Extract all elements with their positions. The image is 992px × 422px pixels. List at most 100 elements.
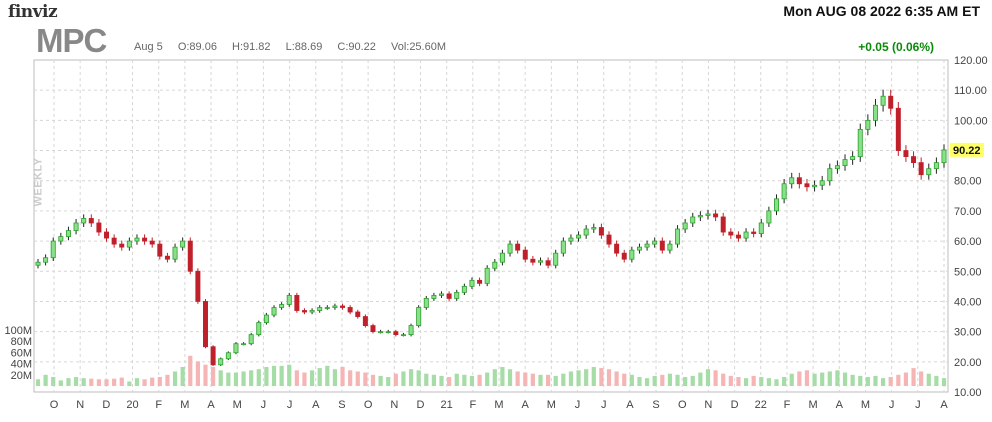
time-tick-label: A	[312, 399, 320, 411]
candle-body	[819, 180, 825, 186]
volume-bar	[165, 374, 170, 386]
volume-bar	[812, 373, 817, 386]
candle-body	[743, 231, 749, 239]
low-value: L:88.69	[285, 41, 323, 53]
candle-body	[522, 249, 528, 260]
volume-bar	[683, 377, 688, 386]
volume-bar	[43, 374, 48, 386]
candle-body	[667, 243, 673, 251]
time-tick-label: A	[626, 399, 634, 411]
candle-body	[766, 210, 772, 224]
candle-body	[279, 304, 285, 308]
candle-body	[606, 234, 612, 245]
volume-bar	[119, 377, 124, 386]
price-tick-label: 80.00	[954, 176, 982, 188]
candle-body	[888, 95, 894, 109]
candle-body	[530, 258, 536, 263]
price-tick-label: 40.00	[954, 296, 982, 308]
candle-body	[713, 213, 719, 218]
volume-bar	[576, 370, 581, 386]
candle-body	[636, 246, 642, 251]
time-tick-label: O	[50, 399, 59, 411]
last-price-marker	[950, 142, 984, 157]
volume-bar	[302, 372, 307, 386]
volume-bar	[134, 378, 140, 386]
time-tick-label: O	[364, 399, 373, 411]
candle-body	[553, 252, 559, 266]
volume-bar	[797, 371, 802, 386]
volume-bar	[226, 372, 231, 386]
candle-body	[378, 331, 384, 334]
candle-body	[119, 243, 125, 248]
volume-bar	[827, 371, 832, 386]
volume-bar	[96, 379, 102, 386]
volume-bar	[568, 371, 574, 386]
candle-body	[180, 240, 186, 248]
volume-bar	[294, 370, 299, 386]
volume-bar	[233, 372, 239, 386]
candle-body	[164, 255, 170, 260]
candle-body	[370, 325, 376, 333]
candle-body	[621, 252, 627, 260]
price-tick-label: 100.00	[954, 115, 988, 127]
volume-bar	[424, 373, 429, 386]
volume-bar	[256, 369, 261, 386]
volume-bar	[51, 377, 56, 386]
candle-body	[492, 261, 498, 269]
volume-bar	[172, 371, 178, 386]
time-tick-label: 20	[126, 399, 138, 411]
candle-body	[142, 237, 148, 242]
price-tick-label: 20.00	[954, 357, 982, 369]
candle-body	[248, 334, 254, 345]
volume-bar	[629, 374, 634, 386]
volume-bar	[249, 370, 254, 386]
volume-bar	[271, 365, 277, 386]
time-tick-label: O	[678, 399, 687, 411]
candle-body	[104, 231, 110, 239]
volume-bar	[690, 375, 695, 386]
price-tick-label: 10.00	[954, 387, 982, 399]
volume-bar	[660, 374, 665, 386]
candle-body	[484, 267, 490, 284]
time-tick-label: J	[575, 399, 581, 411]
candle-body	[461, 285, 467, 293]
volume-bar	[142, 379, 147, 386]
volume-bar	[507, 369, 513, 386]
volume-bar	[218, 370, 223, 386]
time-tick-label: D	[416, 399, 424, 411]
finviz-logo[interactable]: finviz	[8, 2, 58, 22]
volume-bar	[279, 365, 284, 386]
candle-body	[50, 240, 56, 259]
time-tick-label: M	[233, 399, 242, 411]
volume-bar	[553, 375, 558, 386]
volume-bar	[386, 377, 391, 386]
time-tick-label: 21	[441, 399, 453, 411]
volume-bar	[325, 365, 330, 386]
volume-bar	[873, 375, 878, 386]
candle-body	[241, 343, 247, 346]
candle-body	[286, 295, 292, 305]
volume-bar	[911, 368, 916, 386]
candle-body	[545, 260, 551, 266]
candle-body	[187, 240, 193, 272]
candle-body	[385, 331, 391, 334]
candle-body	[781, 183, 787, 200]
volume-bar	[751, 375, 756, 386]
volume-bar	[804, 370, 810, 386]
candle-body	[423, 298, 429, 308]
volume-bar	[431, 374, 436, 386]
candle-body	[477, 279, 483, 284]
volume-bar	[888, 377, 893, 386]
plot-frame	[33, 59, 949, 393]
volume-bar	[728, 375, 733, 386]
candle-body	[111, 237, 117, 245]
candle-body	[393, 331, 399, 336]
volume-tick-label: 100M	[4, 325, 32, 337]
candle-body	[446, 293, 452, 299]
volume-bar	[523, 372, 528, 386]
ohlc-readout: Aug 5 O:89.06 H:91.82 L:88.69 C:90.22 Vo…	[134, 41, 458, 53]
candle-body	[431, 295, 437, 299]
candle-body	[271, 307, 277, 316]
candle-body	[903, 150, 909, 157]
